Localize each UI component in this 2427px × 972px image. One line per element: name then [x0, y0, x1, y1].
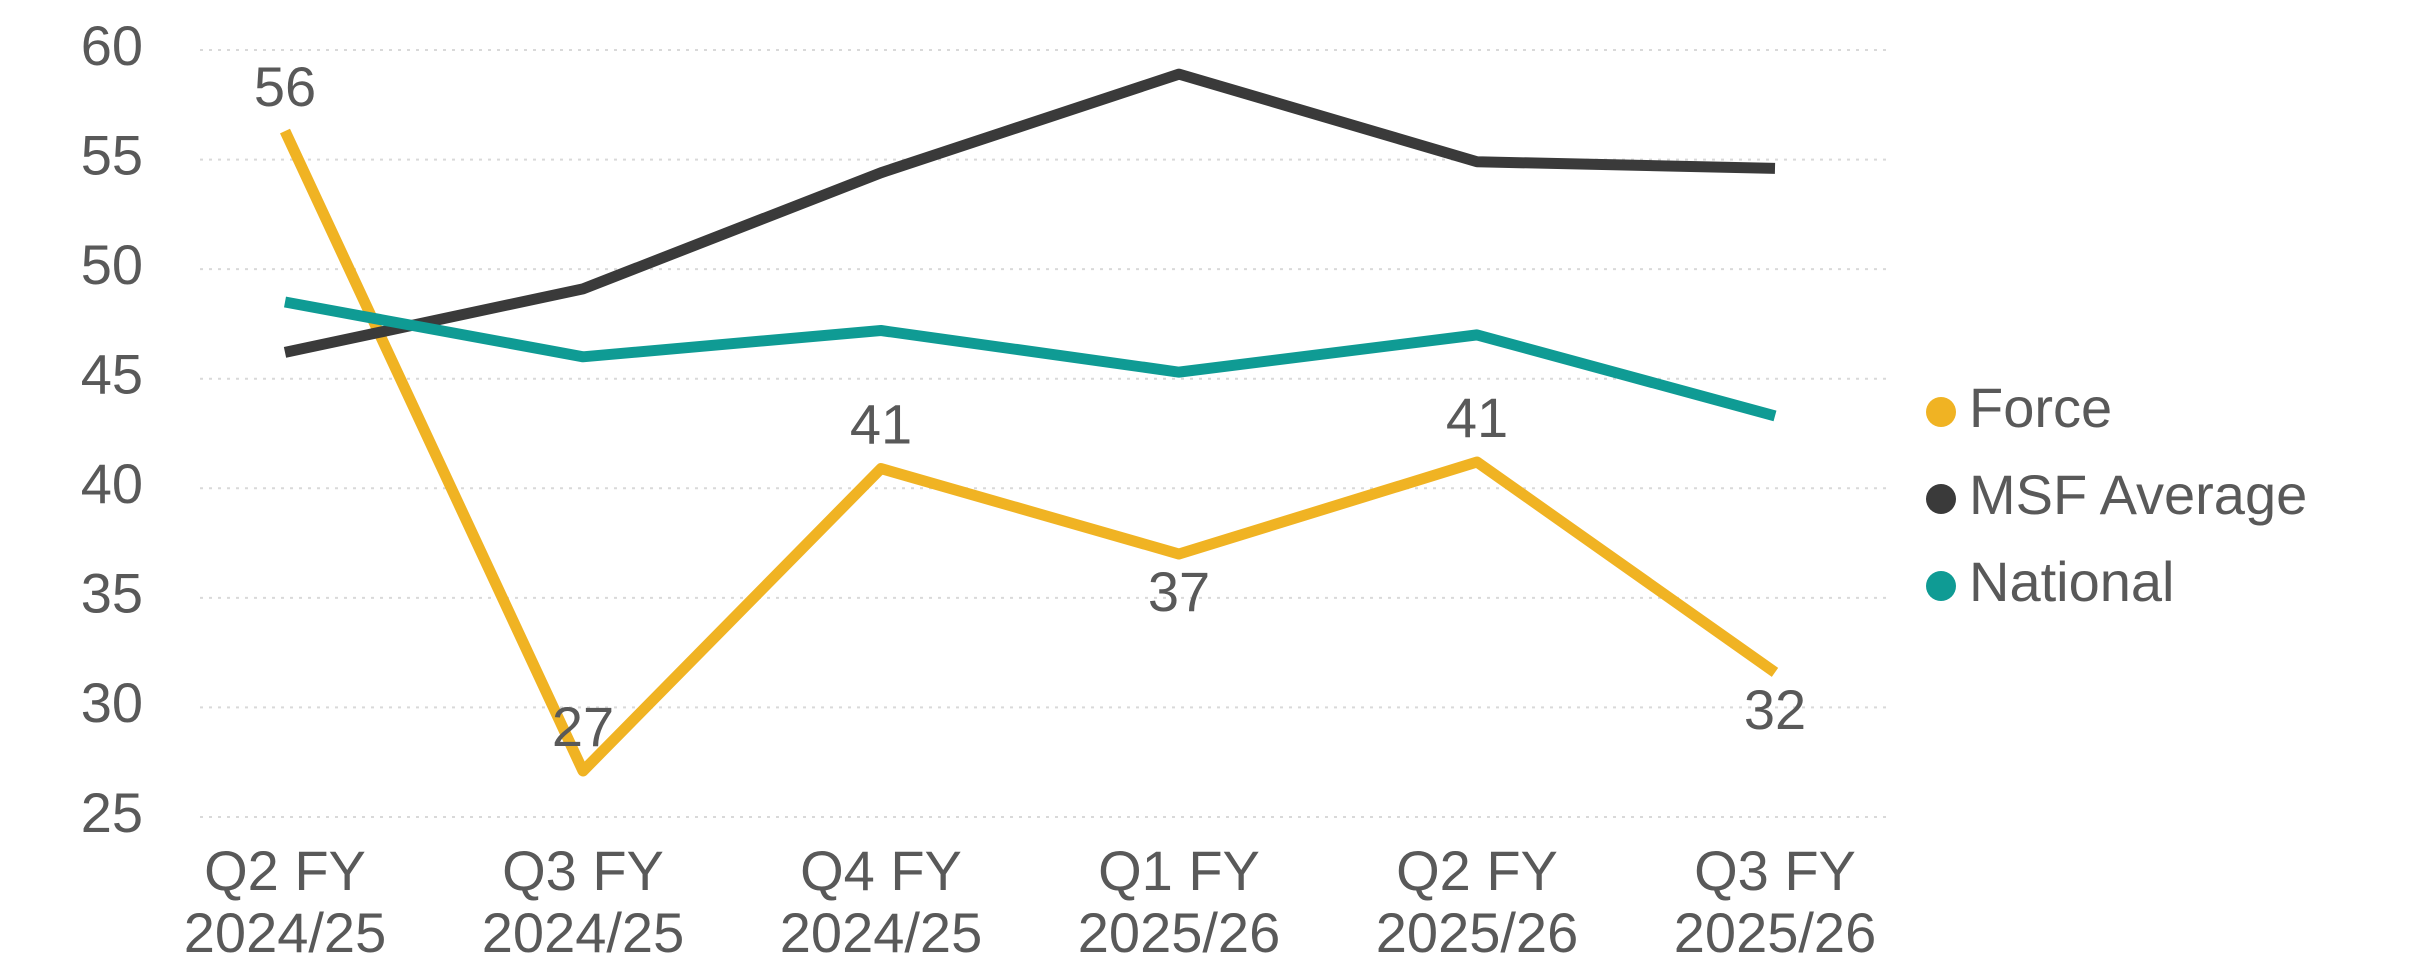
legend-marker	[1926, 397, 1956, 427]
data-label: 56	[254, 55, 316, 118]
data-label: 41	[1446, 386, 1508, 449]
legend-label: Force	[1969, 376, 2112, 439]
legend-marker	[1926, 571, 1956, 601]
y-tick-label: 25	[81, 781, 143, 844]
x-tick-label: Q3 FY 2024/25	[481, 839, 685, 964]
x-tick-label: Q3 FY 2025/26	[1673, 839, 1877, 964]
line	[280, 128, 1779, 777]
y-tick-label: 40	[81, 452, 143, 515]
data-label: 32	[1744, 678, 1806, 741]
y-tick-label: 45	[81, 343, 143, 406]
legend-label: MSF Average	[1969, 463, 2307, 526]
data-label: 27	[552, 695, 614, 758]
y-tick-label: 60	[81, 14, 143, 77]
line	[283, 68, 1776, 358]
x-tick-label: Q4 FY 2024/25	[779, 839, 983, 964]
y-tick-label: 50	[81, 233, 143, 296]
y-tick-label: 35	[81, 562, 143, 625]
legend-marker	[1926, 484, 1956, 514]
x-tick-label: Q2 FY 2025/26	[1375, 839, 1579, 964]
y-tick-label: 30	[81, 671, 143, 734]
data-label: 37	[1148, 560, 1210, 623]
legend-label: National	[1969, 550, 2174, 613]
y-tick-label: 55	[81, 123, 143, 186]
x-tick-label: Q2 FY 2024/25	[183, 839, 387, 964]
line	[284, 296, 1777, 422]
data-label: 41	[850, 392, 912, 455]
x-tick-label: Q1 FY 2025/26	[1077, 839, 1281, 964]
